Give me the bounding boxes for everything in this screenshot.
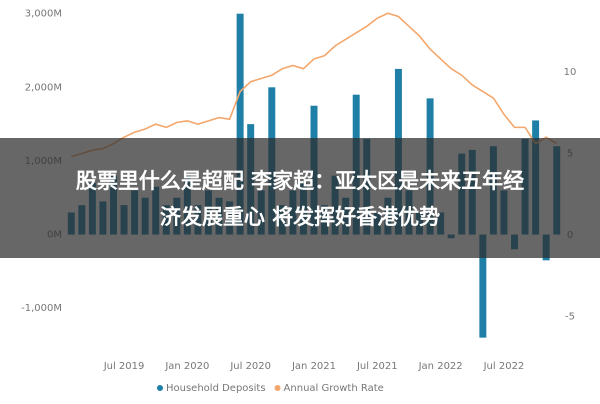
x-tick-label: Jul 2022: [483, 361, 525, 372]
line: [71, 12, 558, 158]
overlay-text: 济发展重心 将发挥好香港优势: [160, 205, 440, 229]
y-tick-label: -1,000M: [21, 303, 62, 314]
x-tick-label: Jul 2019: [103, 361, 145, 372]
overlay-banner: [0, 138, 600, 258]
x-tick-label: Jul 2020: [229, 361, 271, 372]
y2-tick-label: 10: [564, 67, 577, 78]
x-tick-label: Jan 2020: [164, 361, 209, 372]
bar: [236, 13, 244, 235]
y-tick-label: 3,000M: [25, 9, 62, 20]
legend-label: Household Deposits: [166, 383, 266, 394]
legend-swatch: [157, 385, 163, 391]
y-tick-label: 2,000M: [25, 82, 62, 93]
y2-tick-label: -5: [565, 311, 575, 322]
legend-label: Annual Growth Rate: [284, 383, 384, 394]
x-tick-label: Jan 2021: [291, 361, 336, 372]
overlay-text: 股票里什么是超配 李家超：亚太区是未来五年经: [76, 169, 524, 193]
x-tick-label: Jul 2021: [356, 361, 398, 372]
x-tick-label: Jan 2022: [418, 361, 463, 372]
legend-swatch: [274, 385, 281, 391]
bar: [479, 234, 487, 338]
